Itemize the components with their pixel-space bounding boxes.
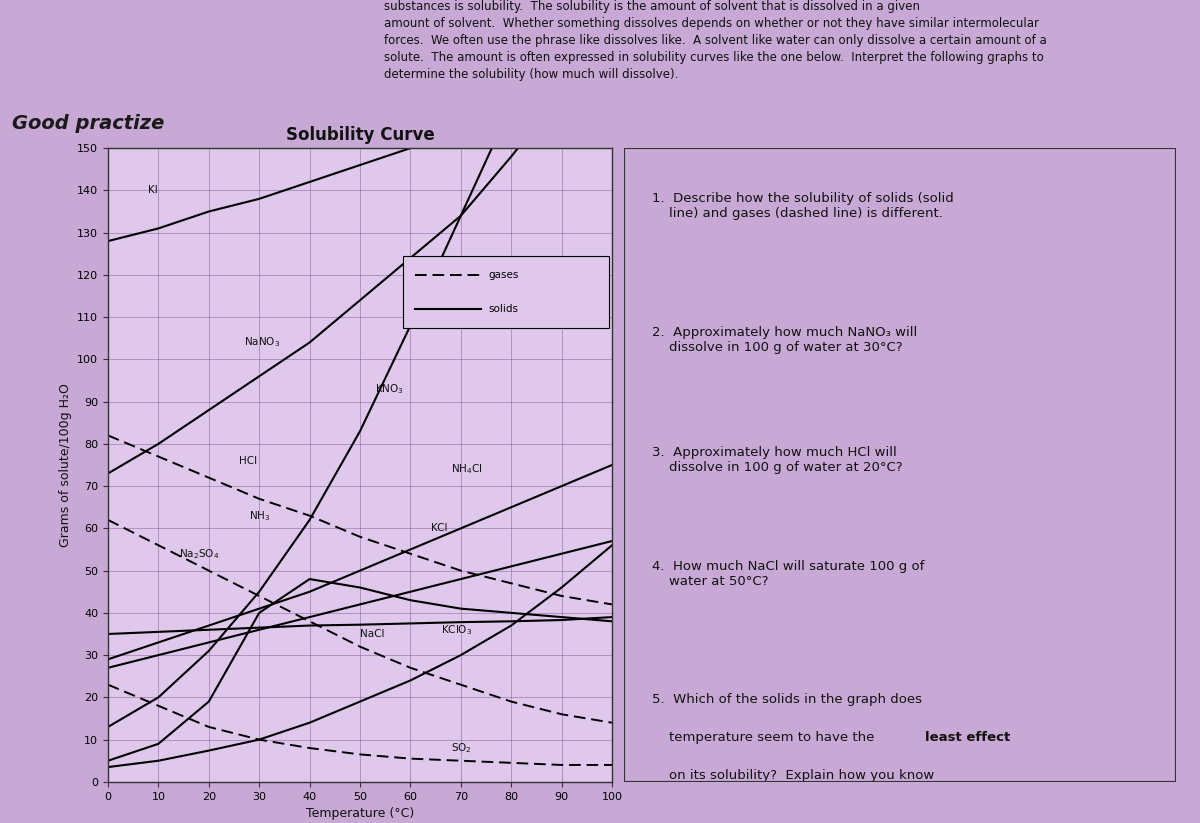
Text: KNO$_3$: KNO$_3$ [376, 382, 404, 396]
Text: NH$_3$: NH$_3$ [250, 509, 270, 523]
Text: least effect: least effect [925, 731, 1010, 744]
FancyBboxPatch shape [403, 256, 610, 328]
Text: KCl: KCl [431, 523, 448, 533]
Y-axis label: Grams of solute/100g H₂O: Grams of solute/100g H₂O [59, 383, 72, 547]
Text: NaCl: NaCl [360, 629, 384, 639]
Text: on its solubility?  Explain how you know: on its solubility? Explain how you know [652, 770, 934, 782]
Text: temperature seem to have the: temperature seem to have the [652, 731, 878, 744]
Text: NaNO$_3$: NaNO$_3$ [244, 336, 281, 350]
Text: 4.  How much NaCl will saturate 100 g of
    water at 50°C?: 4. How much NaCl will saturate 100 g of … [652, 560, 924, 588]
Text: gases: gases [488, 270, 518, 280]
Text: NH$_4$Cl: NH$_4$Cl [451, 463, 482, 477]
Text: KI: KI [149, 185, 158, 195]
Text: 1.  Describe how the solubility of solids (solid
    line) and gases (dashed lin: 1. Describe how the solubility of solids… [652, 193, 953, 221]
X-axis label: Temperature (°C): Temperature (°C) [306, 807, 414, 821]
Text: 3.  Approximately how much HCl will
    dissolve in 100 g of water at 20°C?: 3. Approximately how much HCl will disso… [652, 446, 902, 474]
Text: HCl: HCl [239, 456, 257, 466]
Text: 2.  Approximately how much NaNO₃ will
    dissolve in 100 g of water at 30°C?: 2. Approximately how much NaNO₃ will dis… [652, 326, 917, 354]
Title: Solubility Curve: Solubility Curve [286, 126, 434, 144]
Text: Good practize: Good practize [12, 114, 164, 133]
Text: Na$_2$SO$_4$: Na$_2$SO$_4$ [179, 546, 218, 560]
Text: KClO$_3$: KClO$_3$ [440, 623, 472, 637]
Text: 5.  Which of the solids in the graph does: 5. Which of the solids in the graph does [652, 693, 922, 706]
Text: substances is solubility.  The solubility is the amount of solvent that is disso: substances is solubility. The solubility… [384, 0, 1046, 81]
Text: SO$_2$: SO$_2$ [451, 742, 472, 755]
Text: solids: solids [488, 304, 518, 314]
